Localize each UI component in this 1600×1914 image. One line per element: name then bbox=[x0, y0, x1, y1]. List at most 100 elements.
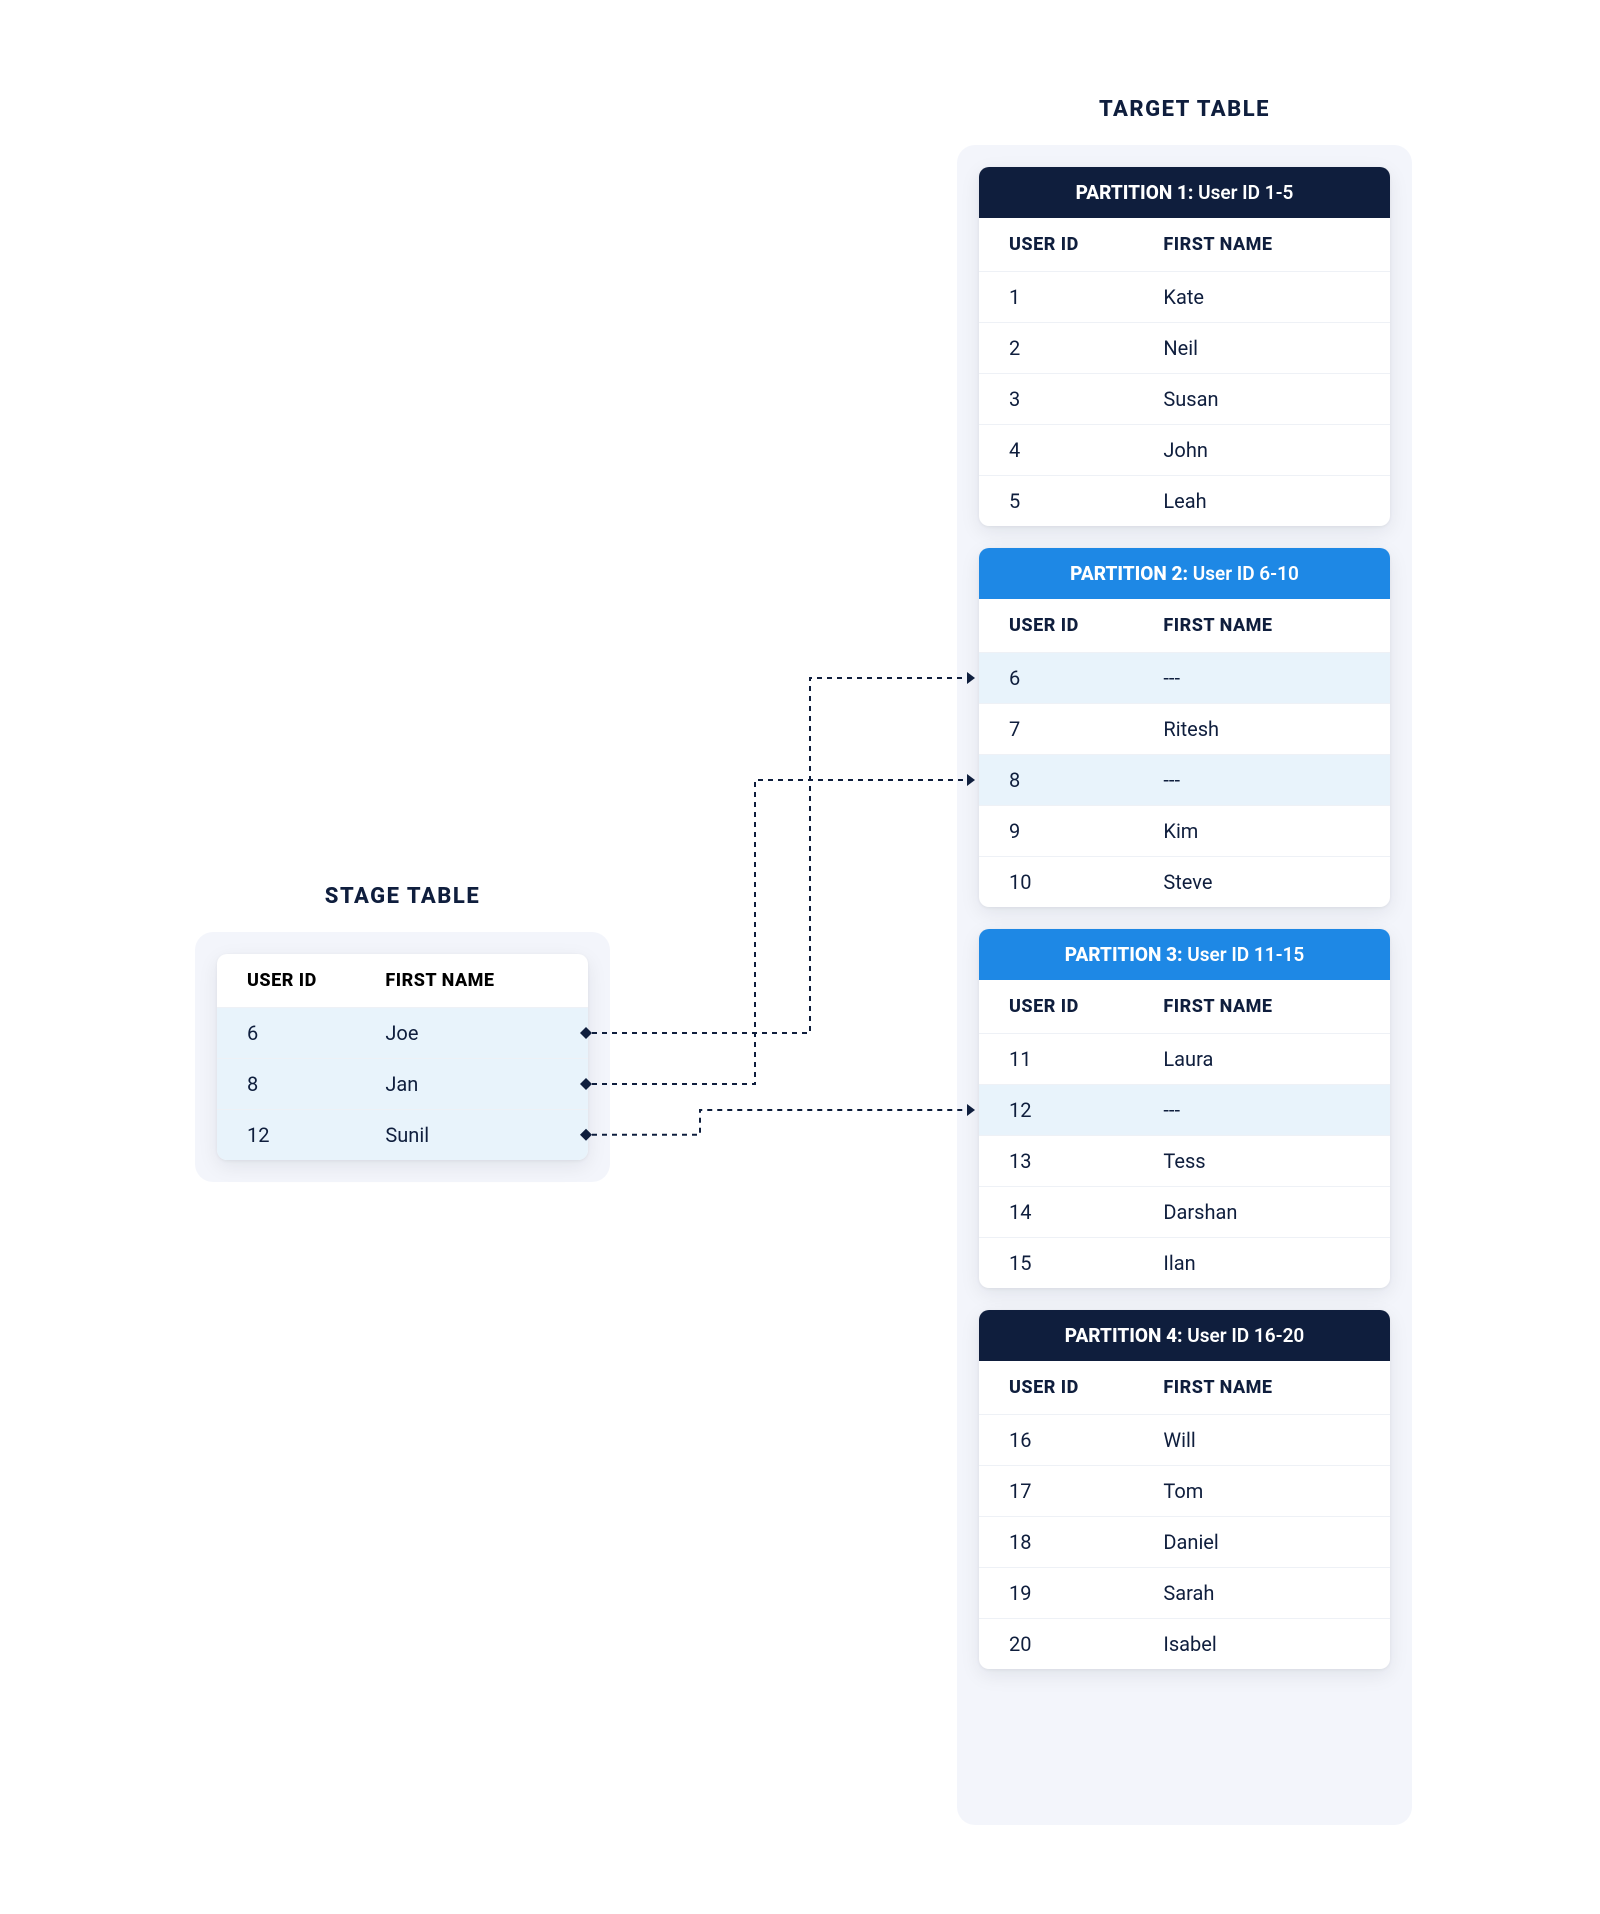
table-row: 19Sarah bbox=[979, 1568, 1390, 1619]
cell-firstname: Daniel bbox=[1143, 1517, 1390, 1568]
partition-range: User ID 16-20 bbox=[1187, 1324, 1304, 1347]
cell-firstname: Darshan bbox=[1143, 1187, 1390, 1238]
target-col-userid: USER ID bbox=[979, 980, 1143, 1034]
table-row: 2Neil bbox=[979, 323, 1390, 374]
cell-userid: 8 bbox=[979, 755, 1143, 806]
table-row: 16Will bbox=[979, 1415, 1390, 1466]
cell-userid: 2 bbox=[979, 323, 1143, 374]
cell-firstname: Sarah bbox=[1143, 1568, 1390, 1619]
stage-table: USER ID FIRST NAME 6Joe8Jan12Sunil bbox=[217, 954, 588, 1160]
partition-table: USER IDFIRST NAME6---7Ritesh8---9Kim10St… bbox=[979, 599, 1390, 907]
target-col-userid: USER ID bbox=[979, 599, 1143, 653]
table-row: 6Joe bbox=[217, 1008, 588, 1059]
cell-userid: 20 bbox=[979, 1619, 1143, 1670]
partition-header: PARTITION 3: User ID 11-15 bbox=[979, 929, 1390, 980]
partition-header: PARTITION 2: User ID 6-10 bbox=[979, 548, 1390, 599]
cell-userid: 15 bbox=[979, 1238, 1143, 1289]
cell-userid: 17 bbox=[979, 1466, 1143, 1517]
stage-table-panel: USER ID FIRST NAME 6Joe8Jan12Sunil bbox=[195, 932, 610, 1182]
partition-label: PARTITION 4: bbox=[1065, 1324, 1188, 1347]
partition-table: USER IDFIRST NAME1Kate2Neil3Susan4John5L… bbox=[979, 218, 1390, 526]
target-col-firstname: FIRST NAME bbox=[1143, 218, 1390, 272]
table-row: 6--- bbox=[979, 653, 1390, 704]
partition-label: PARTITION 1: bbox=[1076, 181, 1199, 204]
connector-line bbox=[592, 678, 967, 1033]
cell-userid: 5 bbox=[979, 476, 1143, 527]
cell-firstname: Kate bbox=[1143, 272, 1390, 323]
cell-userid: 11 bbox=[979, 1034, 1143, 1085]
cell-userid: 12 bbox=[979, 1085, 1143, 1136]
cell-firstname: Joe bbox=[365, 1008, 588, 1059]
cell-firstname: Steve bbox=[1143, 857, 1390, 908]
table-row: 14Darshan bbox=[979, 1187, 1390, 1238]
partition-table: USER IDFIRST NAME11Laura12---13Tess14Dar… bbox=[979, 980, 1390, 1288]
partition-header: PARTITION 1: User ID 1-5 bbox=[979, 167, 1390, 218]
cell-userid: 10 bbox=[979, 857, 1143, 908]
cell-userid: 13 bbox=[979, 1136, 1143, 1187]
stage-table-card: USER ID FIRST NAME 6Joe8Jan12Sunil bbox=[217, 954, 588, 1160]
table-row: 7Ritesh bbox=[979, 704, 1390, 755]
cell-userid: 3 bbox=[979, 374, 1143, 425]
cell-firstname: Leah bbox=[1143, 476, 1390, 527]
cell-firstname: Isabel bbox=[1143, 1619, 1390, 1670]
cell-userid: 18 bbox=[979, 1517, 1143, 1568]
target-col-firstname: FIRST NAME bbox=[1143, 599, 1390, 653]
table-row: 8--- bbox=[979, 755, 1390, 806]
cell-firstname: Tom bbox=[1143, 1466, 1390, 1517]
target-col-firstname: FIRST NAME bbox=[1143, 1361, 1390, 1415]
stage-table-title: STAGE TABLE bbox=[195, 884, 610, 909]
partition-label: PARTITION 3: bbox=[1065, 943, 1188, 966]
cell-userid: 1 bbox=[979, 272, 1143, 323]
table-row: 4John bbox=[979, 425, 1390, 476]
partition-card: PARTITION 3: User ID 11-15USER IDFIRST N… bbox=[979, 929, 1390, 1288]
table-row: 12--- bbox=[979, 1085, 1390, 1136]
partition-table: USER IDFIRST NAME16Will17Tom18Daniel19Sa… bbox=[979, 1361, 1390, 1669]
cell-firstname: Ilan bbox=[1143, 1238, 1390, 1289]
cell-userid: 6 bbox=[217, 1008, 365, 1059]
partition-range: User ID 11-15 bbox=[1187, 943, 1304, 966]
partition-range: User ID 6-10 bbox=[1193, 562, 1299, 585]
cell-firstname: Laura bbox=[1143, 1034, 1390, 1085]
cell-userid: 7 bbox=[979, 704, 1143, 755]
table-row: 13Tess bbox=[979, 1136, 1390, 1187]
cell-firstname: Neil bbox=[1143, 323, 1390, 374]
partition-card: PARTITION 1: User ID 1-5USER IDFIRST NAM… bbox=[979, 167, 1390, 526]
table-row: 12Sunil bbox=[217, 1110, 588, 1161]
table-row: 11Laura bbox=[979, 1034, 1390, 1085]
table-row: 17Tom bbox=[979, 1466, 1390, 1517]
cell-userid: 19 bbox=[979, 1568, 1143, 1619]
table-row: 10Steve bbox=[979, 857, 1390, 908]
table-row: 1Kate bbox=[979, 272, 1390, 323]
table-row: 9Kim bbox=[979, 806, 1390, 857]
target-table-title: TARGET TABLE bbox=[957, 97, 1412, 122]
partition-label: PARTITION 2: bbox=[1070, 562, 1193, 585]
stage-col-firstname: FIRST NAME bbox=[365, 954, 588, 1008]
table-row: 15Ilan bbox=[979, 1238, 1390, 1289]
cell-firstname: Sunil bbox=[365, 1110, 588, 1161]
target-col-userid: USER ID bbox=[979, 1361, 1143, 1415]
partition-range: User ID 1-5 bbox=[1198, 181, 1293, 204]
table-row: 5Leah bbox=[979, 476, 1390, 527]
target-table-panel: PARTITION 1: User ID 1-5USER IDFIRST NAM… bbox=[957, 145, 1412, 1825]
connector-line bbox=[592, 1110, 967, 1135]
table-row: 8Jan bbox=[217, 1059, 588, 1110]
cell-firstname: Ritesh bbox=[1143, 704, 1390, 755]
cell-firstname: Will bbox=[1143, 1415, 1390, 1466]
table-row: 3Susan bbox=[979, 374, 1390, 425]
cell-userid: 16 bbox=[979, 1415, 1143, 1466]
connector-line bbox=[592, 780, 967, 1084]
cell-firstname: John bbox=[1143, 425, 1390, 476]
partition-header: PARTITION 4: User ID 16-20 bbox=[979, 1310, 1390, 1361]
partition-card: PARTITION 4: User ID 16-20USER IDFIRST N… bbox=[979, 1310, 1390, 1669]
cell-userid: 9 bbox=[979, 806, 1143, 857]
cell-userid: 14 bbox=[979, 1187, 1143, 1238]
table-row: 18Daniel bbox=[979, 1517, 1390, 1568]
cell-firstname: --- bbox=[1143, 755, 1390, 806]
table-row: 20Isabel bbox=[979, 1619, 1390, 1670]
partition-card: PARTITION 2: User ID 6-10USER IDFIRST NA… bbox=[979, 548, 1390, 907]
target-col-firstname: FIRST NAME bbox=[1143, 980, 1390, 1034]
cell-firstname: --- bbox=[1143, 1085, 1390, 1136]
cell-firstname: Susan bbox=[1143, 374, 1390, 425]
cell-userid: 6 bbox=[979, 653, 1143, 704]
cell-userid: 4 bbox=[979, 425, 1143, 476]
